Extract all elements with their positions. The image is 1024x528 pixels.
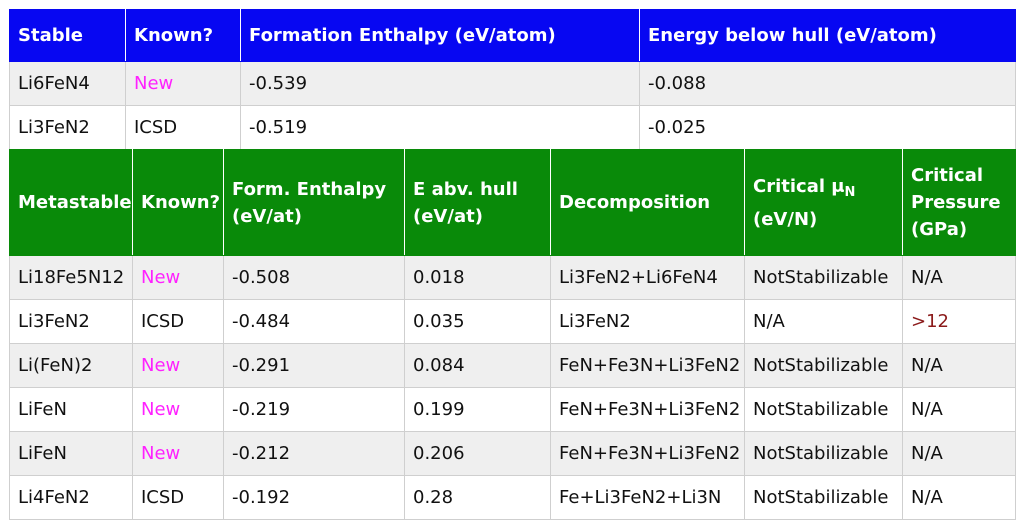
critical-mu-cell: NotStabilizable	[744, 475, 903, 520]
critical-mu-cell: NotStabilizable	[744, 343, 903, 388]
table-row: Li3FeN2 ICSD -0.484 0.035 Li3FeN2 N/A >1…	[9, 299, 1016, 344]
header-known: Known?	[125, 9, 241, 62]
header-form-enthalpy-line2: (eV/at)	[232, 205, 302, 227]
critical-mu-cell: NotStabilizable	[744, 387, 903, 432]
critical-pressure-cell: N/A	[902, 431, 1016, 476]
compound-cell: Li3FeN2	[9, 105, 126, 150]
formation-enthalpy-cell: -0.539	[240, 61, 640, 106]
header-form-enthalpy: Form. Enthalpy (eV/at)	[223, 149, 405, 256]
decomposition-cell: Li3FeN2+Li6FeN4	[550, 255, 745, 300]
stable-compounds-table: Stable Known? Formation Enthalpy (eV/ato…	[9, 9, 1016, 150]
critical-pressure-cell: N/A	[902, 387, 1016, 432]
header-known: Known?	[132, 149, 224, 256]
header-critical-mu-sub: N	[844, 184, 856, 200]
header-critical-mu-prefix: Critical μ	[753, 175, 845, 197]
table-row: Li18Fe5N12 New -0.508 0.018 Li3FeN2+Li6F…	[9, 255, 1016, 300]
compound-cell: LiFeN	[9, 431, 133, 476]
header-critical-pressure-line3: (GPa)	[911, 219, 968, 240]
table-row: Li6FeN4 New -0.539 -0.088	[9, 61, 1016, 106]
known-cell: New	[125, 61, 241, 106]
header-energy-below-hull: Energy below hull (eV/atom)	[639, 9, 1016, 62]
e-abv-hull-cell: 0.206	[404, 431, 551, 476]
known-cell: New	[132, 431, 224, 476]
decomposition-cell: FeN+Fe3N+Li3FeN2	[550, 343, 745, 388]
compound-cell: Li18Fe5N12	[9, 255, 133, 300]
form-enthalpy-cell: -0.291	[223, 343, 405, 388]
form-enthalpy-cell: -0.484	[223, 299, 405, 344]
compound-cell: Li3FeN2	[9, 299, 133, 344]
critical-mu-cell: NotStabilizable	[744, 255, 903, 300]
known-cell: ICSD	[132, 475, 224, 520]
form-enthalpy-cell: -0.212	[223, 431, 405, 476]
formation-enthalpy-cell: -0.519	[240, 105, 640, 150]
header-critical-pressure: Critical Pressure (GPa)	[902, 149, 1016, 256]
header-stable: Stable	[9, 9, 126, 62]
decomposition-cell: Li3FeN2	[550, 299, 745, 344]
table-row: Li3FeN2 ICSD -0.519 -0.025	[9, 105, 1016, 150]
critical-pressure-cell: >12	[902, 299, 1016, 344]
header-critical-pressure-line2: Pressure	[911, 192, 1001, 213]
metastable-compounds-table: Metastable Known? Form. Enthalpy (eV/at)…	[9, 149, 1016, 520]
energy-below-hull-cell: -0.088	[639, 61, 1016, 106]
header-e-abv-hull: E abv. hull (eV/at)	[404, 149, 551, 256]
compound-cell: Li6FeN4	[9, 61, 126, 106]
table-row: Li4FeN2 ICSD -0.192 0.28 Fe+Li3FeN2+Li3N…	[9, 475, 1016, 520]
header-e-abv-hull-line1: E abv. hull	[413, 178, 518, 200]
critical-pressure-cell: N/A	[902, 475, 1016, 520]
header-e-abv-hull-line2: (eV/at)	[413, 205, 483, 227]
header-form-enthalpy-line1: Form. Enthalpy	[232, 178, 387, 200]
critical-pressure-cell: N/A	[902, 255, 1016, 300]
energy-below-hull-cell: -0.025	[639, 105, 1016, 150]
known-cell: ICSD	[125, 105, 241, 150]
decomposition-cell: FeN+Fe3N+Li3FeN2	[550, 387, 745, 432]
known-cell: New	[132, 387, 224, 432]
compound-cell: LiFeN	[9, 387, 133, 432]
table-row: Li(FeN)2 New -0.291 0.084 FeN+Fe3N+Li3Fe…	[9, 343, 1016, 388]
form-enthalpy-cell: -0.192	[223, 475, 405, 520]
metastable-header-row: Metastable Known? Form. Enthalpy (eV/at)…	[9, 149, 1016, 256]
header-critical-mu: Critical μN (eV/N)	[744, 149, 903, 256]
header-formation-enthalpy: Formation Enthalpy (eV/atom)	[240, 9, 640, 62]
header-metastable: Metastable	[9, 149, 133, 256]
header-critical-mu-unit: (eV/N)	[753, 208, 818, 230]
critical-mu-cell: NotStabilizable	[744, 431, 903, 476]
critical-mu-cell: N/A	[744, 299, 903, 344]
header-critical-pressure-line1: Critical	[911, 165, 984, 186]
e-abv-hull-cell: 0.018	[404, 255, 551, 300]
compound-cell: Li4FeN2	[9, 475, 133, 520]
table-row: LiFeN New -0.212 0.206 FeN+Fe3N+Li3FeN2 …	[9, 431, 1016, 476]
decomposition-cell: FeN+Fe3N+Li3FeN2	[550, 431, 745, 476]
e-abv-hull-cell: 0.199	[404, 387, 551, 432]
critical-pressure-cell: N/A	[902, 343, 1016, 388]
e-abv-hull-cell: 0.28	[404, 475, 551, 520]
form-enthalpy-cell: -0.508	[223, 255, 405, 300]
e-abv-hull-cell: 0.084	[404, 343, 551, 388]
known-cell: ICSD	[132, 299, 224, 344]
known-cell: New	[132, 343, 224, 388]
table-row: LiFeN New -0.219 0.199 FeN+Fe3N+Li3FeN2 …	[9, 387, 1016, 432]
form-enthalpy-cell: -0.219	[223, 387, 405, 432]
e-abv-hull-cell: 0.035	[404, 299, 551, 344]
stable-header-row: Stable Known? Formation Enthalpy (eV/ato…	[9, 9, 1016, 62]
header-decomposition: Decomposition	[550, 149, 745, 256]
decomposition-cell: Fe+Li3FeN2+Li3N	[550, 475, 745, 520]
compound-cell: Li(FeN)2	[9, 343, 133, 388]
known-cell: New	[132, 255, 224, 300]
